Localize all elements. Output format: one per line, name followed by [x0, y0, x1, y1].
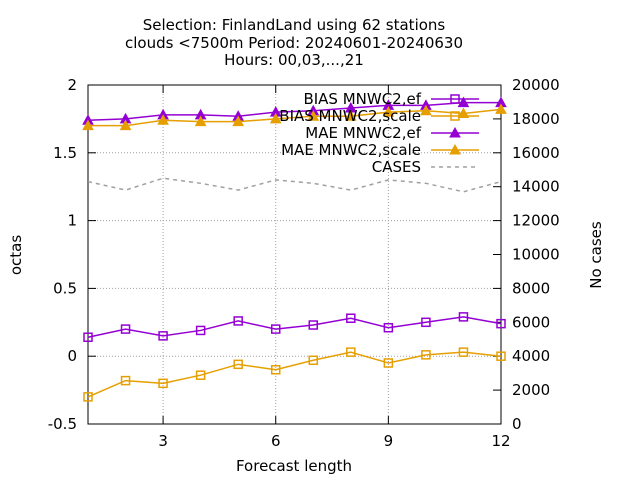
series-line	[88, 108, 502, 127]
legend-label: BIAS MNWC2,ef	[303, 90, 421, 108]
data-point	[120, 375, 131, 386]
data-point	[344, 110, 357, 121]
x-tick-label: 9	[384, 432, 394, 450]
data-point	[346, 313, 356, 323]
y2-tick-label: 8000	[512, 279, 550, 297]
x-tick-label: 3	[158, 432, 168, 450]
legend-label: MAE MNWC2,ef	[305, 124, 421, 142]
data-point	[270, 324, 281, 334]
series-1	[83, 347, 506, 402]
y-tick-label: 0.5	[53, 279, 77, 297]
y2-tick-label: 20000	[512, 76, 560, 94]
legend-label: CASES	[372, 158, 421, 176]
y2-tick-label: 12000	[512, 212, 560, 230]
series-3	[82, 103, 507, 131]
data-point	[120, 324, 131, 334]
data-point	[158, 331, 168, 341]
data-point	[496, 318, 506, 329]
legend-marker	[450, 111, 460, 121]
y2-axis-ticks: 0 2000 4000 6000 8000 10000 12000 14000 16000 180…	[493, 76, 560, 433]
data-point	[195, 370, 206, 380]
legend-marker	[450, 94, 460, 104]
plot-border	[87, 84, 502, 425]
data-point	[383, 358, 394, 368]
data-point	[194, 115, 207, 127]
data-point	[233, 359, 243, 370]
series-line	[87, 351, 502, 398]
x-tick-label: 12	[491, 432, 510, 450]
legend-marker	[449, 143, 461, 155]
data-point	[458, 312, 469, 322]
data-point	[496, 351, 506, 361]
data-point	[195, 325, 206, 336]
data-point	[307, 110, 320, 121]
y2-tick-label: 2000	[512, 381, 550, 399]
y2-tick-label: 6000	[512, 313, 550, 331]
data-point	[421, 350, 431, 360]
data-point	[308, 355, 319, 366]
series-line	[87, 316, 502, 338]
data-point	[82, 119, 94, 131]
data-point	[457, 107, 470, 118]
legend-label: MAE MNWC2,scale	[281, 141, 421, 159]
data-point	[83, 332, 93, 342]
data-point	[157, 114, 169, 125]
legend-marker	[449, 126, 461, 138]
x-tick-label: 6	[271, 432, 281, 450]
y2-tick-label: 16000	[512, 144, 560, 162]
data-point	[270, 365, 281, 375]
title-line-3: Hours: 00,03,...,21	[224, 51, 364, 69]
x-axis-ticks: 3 6 9 12	[158, 85, 511, 450]
y-axis-label: octas	[7, 235, 25, 275]
series-4	[87, 177, 502, 193]
y2-tick-label: 18000	[512, 110, 560, 128]
series-line	[87, 177, 502, 193]
data-point	[382, 106, 395, 117]
y-tick-label: 2	[67, 76, 77, 94]
data-point	[233, 316, 243, 326]
data-point	[308, 320, 319, 330]
y2-tick-label: 4000	[512, 347, 550, 365]
data-point	[458, 347, 469, 357]
data-point	[420, 104, 432, 116]
y-axis-ticks: -0.5 0 0.5 1 1.5 2	[48, 76, 96, 433]
grid-lines	[88, 85, 501, 424]
series-line	[87, 101, 501, 122]
data-point	[119, 119, 132, 131]
data-point	[495, 103, 507, 114]
title-line-2: clouds <7500m Period: 20240601-20240630	[125, 34, 463, 52]
y2-axis-label: No cases	[587, 221, 605, 289]
y2-tick-label: 10000	[512, 246, 560, 264]
chart-title: Selection: FinlandLand using 62 stations…	[125, 16, 463, 69]
title-line-1: Selection: FinlandLand using 62 stations	[143, 16, 446, 34]
series-2	[82, 96, 507, 125]
y-tick-label: -0.5	[48, 415, 77, 433]
data-point	[269, 112, 282, 124]
y-tick-label: 0	[67, 347, 77, 365]
series-layer	[82, 96, 507, 402]
data-point	[232, 115, 245, 127]
y2-tick-label: 14000	[512, 178, 560, 196]
data-point	[457, 96, 470, 108]
y-tick-label: 1	[67, 212, 77, 230]
data-point	[383, 322, 394, 333]
data-point	[421, 317, 431, 328]
data-point	[346, 347, 356, 357]
y2-tick-label: 0	[512, 415, 522, 433]
y-tick-label: 1.5	[53, 144, 77, 162]
data-point	[158, 378, 168, 389]
x-axis-label: Forecast length	[236, 457, 352, 475]
data-point	[83, 392, 93, 402]
legend-label: BIAS MNWC2,scale	[279, 107, 421, 125]
series-0	[83, 312, 506, 342]
